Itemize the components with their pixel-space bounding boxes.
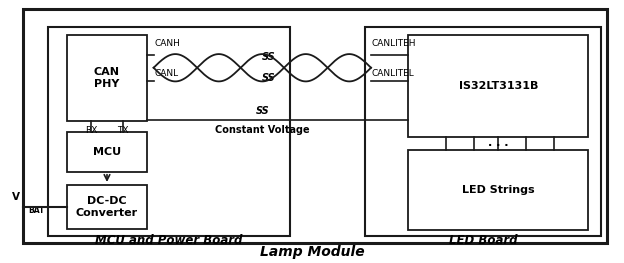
FancyBboxPatch shape: [23, 9, 607, 243]
FancyBboxPatch shape: [67, 35, 147, 121]
Text: IS32LT3131B: IS32LT3131B: [459, 81, 538, 91]
Text: SS: SS: [261, 73, 275, 83]
Text: Constant Voltage: Constant Voltage: [215, 125, 310, 135]
Text: CANLITEH: CANLITEH: [371, 39, 416, 48]
Text: . . .: . . .: [488, 138, 509, 148]
Text: DC-DC
Converter: DC-DC Converter: [76, 196, 138, 218]
Text: MCU and Power Board: MCU and Power Board: [95, 234, 243, 247]
Text: Lamp Module: Lamp Module: [260, 245, 364, 259]
Text: LED Strings: LED Strings: [462, 185, 535, 195]
Text: V: V: [12, 192, 20, 202]
FancyBboxPatch shape: [408, 150, 588, 230]
FancyBboxPatch shape: [67, 132, 147, 172]
Text: RX: RX: [85, 126, 97, 135]
Text: CANH: CANH: [155, 39, 181, 48]
Text: LED Board: LED Board: [449, 234, 517, 247]
Text: CANL: CANL: [155, 69, 179, 78]
Text: SS: SS: [255, 106, 269, 116]
Text: TX: TX: [117, 126, 129, 135]
FancyBboxPatch shape: [48, 27, 290, 236]
Text: MCU: MCU: [93, 147, 121, 157]
Text: BAT: BAT: [28, 206, 44, 215]
FancyBboxPatch shape: [365, 27, 601, 236]
FancyBboxPatch shape: [408, 35, 588, 137]
FancyBboxPatch shape: [67, 185, 147, 229]
Text: CANLITEL: CANLITEL: [371, 69, 414, 78]
Text: SS: SS: [261, 52, 275, 62]
Text: CAN
PHY: CAN PHY: [94, 67, 120, 89]
